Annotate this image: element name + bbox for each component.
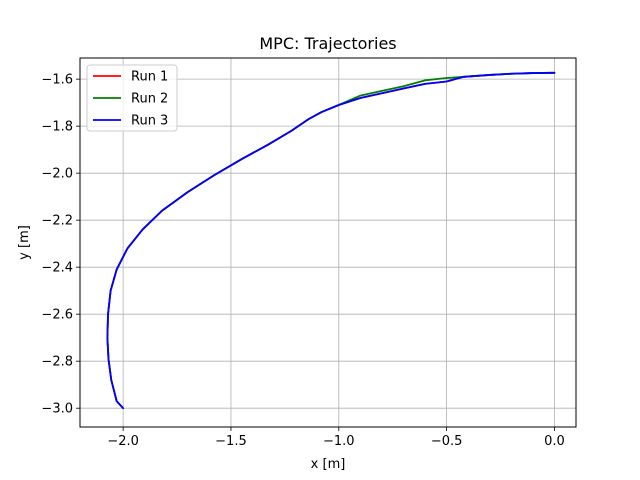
y-tick-label: −1.6 bbox=[41, 73, 73, 88]
y-axis-ticks: −3.0 −2.8 −2.6 −2.4 −2.2 −2.0 −1.8 −1.6 bbox=[41, 73, 80, 417]
y-tick-label: −3.0 bbox=[41, 402, 73, 417]
x-axis-ticks: −2.0 −1.5 −1.0 −0.5 0.0 bbox=[107, 427, 565, 449]
y-tick-label: −2.8 bbox=[41, 355, 73, 370]
x-tick-label: −1.0 bbox=[323, 434, 355, 449]
y-tick-label: −1.8 bbox=[41, 120, 73, 135]
x-axis-label: x [m] bbox=[311, 457, 346, 472]
y-tick-label: −2.2 bbox=[41, 214, 73, 229]
series-line-run-3 bbox=[106, 71, 556, 410]
x-tick-label: −1.5 bbox=[215, 434, 247, 449]
legend-label-run-3: Run 3 bbox=[131, 114, 168, 129]
x-tick-label: 0.0 bbox=[544, 434, 565, 449]
grid-lines bbox=[80, 58, 576, 427]
y-axis-label: y [m] bbox=[17, 225, 32, 260]
legend-box bbox=[86, 64, 178, 132]
plot-frame bbox=[79, 57, 577, 428]
y-tick-label: −2.6 bbox=[41, 308, 73, 323]
legend-label-run-2: Run 2 bbox=[131, 92, 168, 107]
x-tick-label: −2.0 bbox=[107, 434, 139, 449]
y-tick-label: −2.0 bbox=[41, 167, 73, 182]
legend: Run 1 Run 2 Run 3 bbox=[86, 64, 178, 132]
x-tick-label: −0.5 bbox=[431, 434, 463, 449]
y-tick-label: −2.4 bbox=[41, 261, 73, 276]
chart-title: MPC: Trajectories bbox=[259, 34, 396, 53]
series-lines bbox=[106, 71, 556, 410]
legend-label-run-1: Run 1 bbox=[131, 70, 168, 85]
